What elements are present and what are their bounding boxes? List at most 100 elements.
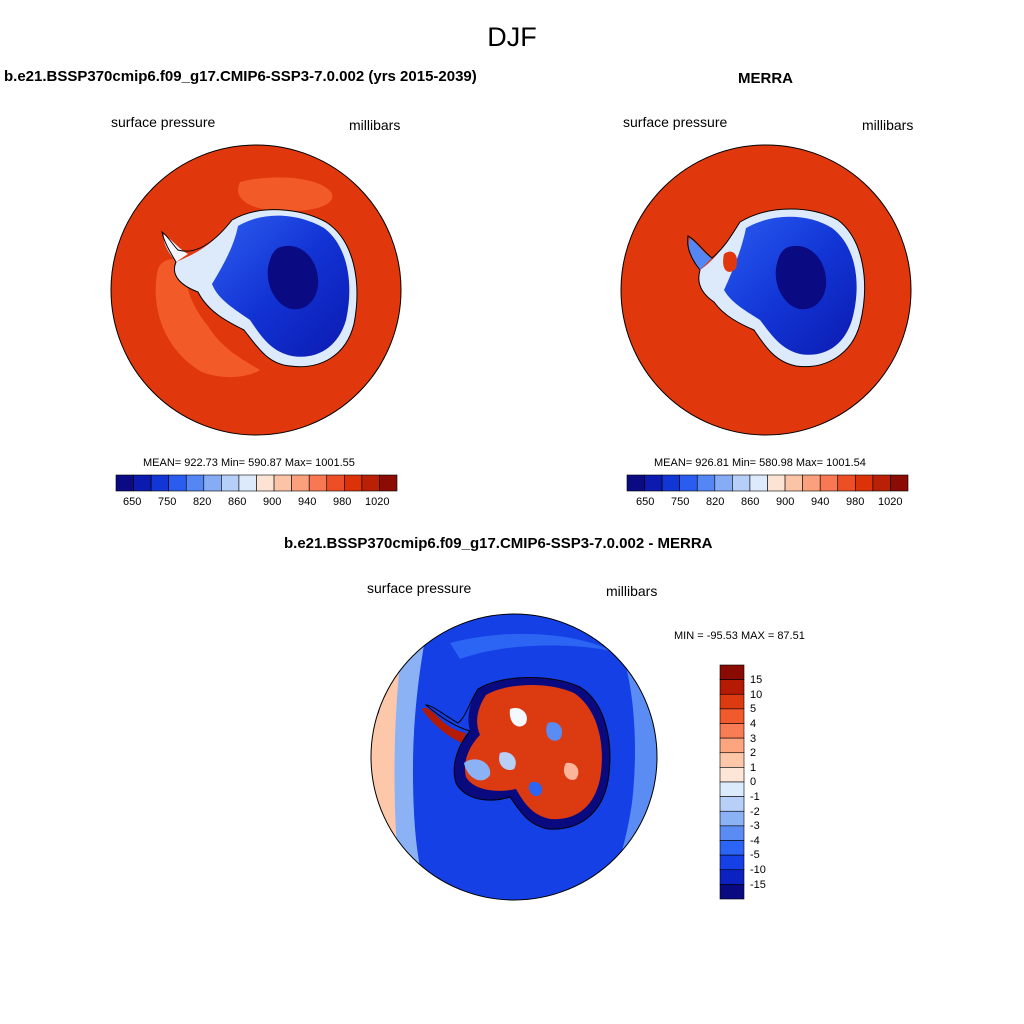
colorbar-swatch [185, 474, 205, 492]
pressure-band-southwest [155, 259, 260, 378]
colorbar-swatch [719, 840, 745, 856]
colorbar-swatch [221, 474, 240, 492]
colorbar-tick-label: 2 [750, 747, 757, 759]
colorbar-tick-label: 650 [636, 496, 655, 508]
colorbar-tick-label: 0 [750, 776, 757, 788]
colorbar-tick-label: 860 [228, 496, 247, 508]
colorbar-tick-label: 750 [671, 496, 690, 508]
difference-variable-label: surface pressure [367, 580, 472, 596]
colorbar-tick-label: 1 [750, 762, 757, 774]
colorbar-swatch [749, 474, 768, 492]
colorbar-swatch [784, 474, 803, 492]
colorbar-swatch [732, 474, 751, 492]
high-plateau [267, 245, 319, 310]
colorbar-swatch [203, 474, 222, 492]
colorbar-swatch [719, 796, 745, 812]
colorbar-tick-label: -2 [750, 806, 760, 818]
colorbar-swatch [802, 474, 821, 492]
colorbar-swatch [291, 474, 310, 492]
colorbar-swatch [361, 474, 380, 492]
difference-band-north [450, 633, 616, 659]
colorbar-swatch [872, 474, 891, 492]
difference-stats: MIN = -95.53 MAX = 87.51 [674, 630, 805, 642]
mixed-anomaly-patch [499, 752, 516, 771]
colorbar-swatch [855, 474, 874, 492]
colorbar-tick-label: 860 [741, 496, 760, 508]
colorbar-tick-label: 3 [750, 733, 757, 745]
colorbar-swatch [150, 474, 169, 492]
mixed-anomaly-patch [546, 722, 563, 741]
merra-units-label: millibars [862, 117, 914, 133]
colorbar-swatch [719, 693, 745, 710]
colorbar-tick-label: -3 [750, 820, 760, 832]
merra-stats: MEAN= 926.81 Min= 580.98 Max= 1001.54 [654, 457, 866, 469]
colorbar-tick-label: 650 [123, 496, 142, 508]
merra-variable-label: surface pressure [623, 114, 728, 130]
colorbar-swatch [890, 474, 909, 492]
colorbar-swatch [679, 474, 698, 492]
mixed-anomaly-patch [528, 781, 543, 797]
colorbar-tick-label: -1 [750, 791, 760, 803]
colorbar-tick-label: 900 [776, 496, 795, 508]
colorbar-swatch [719, 884, 745, 900]
colorbar-swatch [661, 474, 680, 492]
map-border [620, 144, 912, 436]
colorbar-swatch [308, 474, 328, 492]
coastline [424, 676, 611, 830]
colorbar-swatch [115, 474, 134, 492]
colorbar-swatch [626, 474, 645, 492]
colorbar-swatch [767, 474, 786, 492]
colorbar-swatch [344, 474, 363, 492]
colorbar-swatch [719, 752, 745, 768]
colorbar-swatch [719, 708, 745, 724]
colorbar-tick-label: 980 [333, 496, 352, 508]
colorbar-swatch [819, 474, 839, 492]
colorbar-tick-label: -5 [750, 849, 760, 861]
colorbar-tick-label: -10 [750, 864, 766, 876]
colorbar-tick-label: 1020 [878, 496, 903, 508]
colorbar-swatch [719, 737, 745, 754]
colorbar-swatch [273, 474, 292, 492]
coastline [161, 209, 358, 368]
pressure-band-north [238, 177, 333, 212]
high-plateau [775, 245, 827, 310]
difference-panel-title: b.e21.BSSP370cmip6.f09_g17.CMIP6-SSP3-7.… [284, 535, 713, 552]
difference-units-label: millibars [606, 583, 658, 599]
colorbar-tick-label: -4 [750, 835, 760, 847]
colorbar-tick-label: 10 [750, 689, 763, 701]
colorbar-swatch [256, 474, 275, 492]
model-colorbar [115, 474, 398, 492]
colorbar-tick-label: 1020 [365, 496, 390, 508]
colorbar-swatch [719, 854, 745, 871]
mixed-anomaly-patch [509, 707, 527, 727]
colorbar-tick-label: 820 [706, 496, 725, 508]
model-units-label: millibars [349, 117, 401, 133]
colorbar-swatch [644, 474, 663, 492]
colorbar-tick-label: 900 [263, 496, 282, 508]
peninsula-anomaly [422, 707, 466, 743]
mixed-anomaly-patch [563, 762, 579, 780]
colorbar-swatch [238, 474, 257, 492]
antarctica-difference-field [464, 684, 602, 820]
colorbar-tick-label: 940 [811, 496, 830, 508]
colorbar-tick-label: -15 [750, 879, 766, 891]
colorbar-swatch [326, 474, 345, 492]
merra-panel-title: MERRA [738, 70, 793, 87]
ice-shelf-region [723, 251, 738, 272]
colorbar-swatch [719, 664, 745, 680]
map-border [110, 144, 402, 436]
colorbar-tick-label: 5 [750, 703, 757, 715]
colorbar-tick-label: 750 [158, 496, 177, 508]
coastline [687, 208, 866, 368]
colorbar-tick-label: 940 [298, 496, 317, 508]
colorbar-tick-label: 980 [846, 496, 865, 508]
colorbar-swatch [719, 679, 745, 695]
colorbar-swatch [133, 474, 152, 492]
colorbar-swatch [379, 474, 398, 492]
colorbar-swatch [719, 869, 745, 885]
model-polar-map [110, 144, 402, 436]
map-border [370, 613, 658, 901]
model-variable-label: surface pressure [111, 114, 216, 130]
colorbar-swatch [719, 781, 745, 797]
